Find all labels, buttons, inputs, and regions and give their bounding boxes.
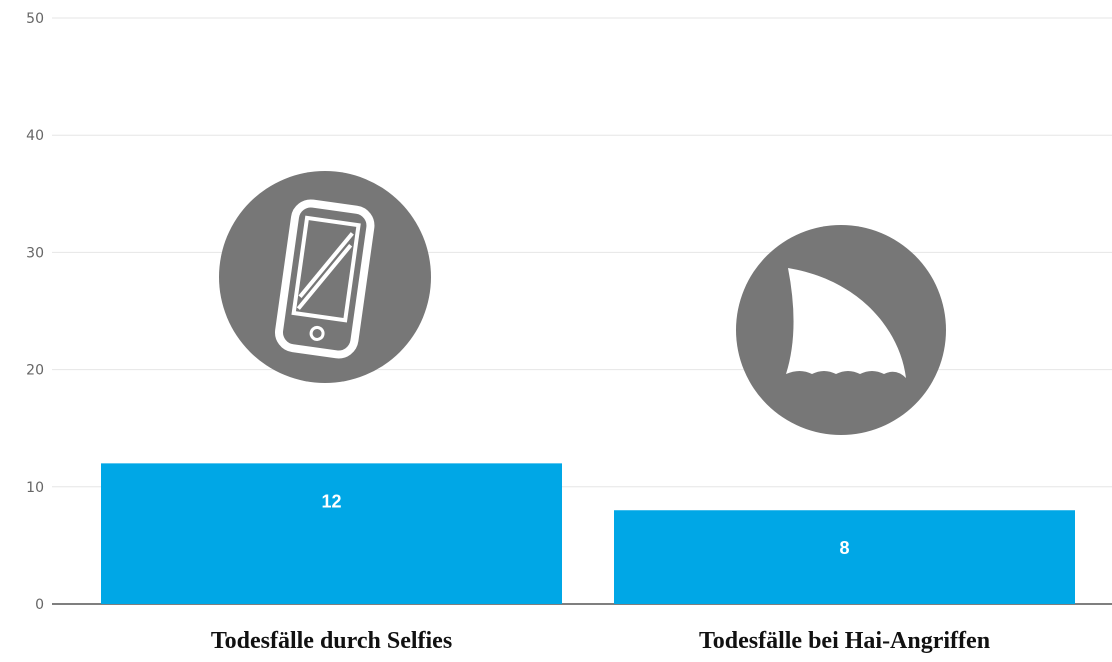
bar — [614, 510, 1075, 604]
y-tick-label: 20 — [26, 363, 44, 379]
x-category-label: Todesfälle bei Hai-Angriffen — [699, 628, 990, 654]
y-axis-ticks: 0 10 20 30 40 50 — [26, 11, 44, 613]
shark-fin-icon-shape — [786, 268, 906, 378]
shark-fin-icon — [736, 225, 946, 435]
bar-value-label: 12 — [321, 491, 341, 511]
bars: 12 8 — [101, 463, 1075, 604]
y-tick-label: 10 — [26, 480, 44, 496]
y-tick-label: 30 — [26, 245, 44, 261]
bar-value-label: 8 — [839, 538, 849, 558]
gridlines — [52, 17, 1112, 488]
x-category-label: Todesfälle durch Selfies — [211, 628, 452, 654]
y-tick-label: 0 — [35, 597, 44, 613]
y-tick-label: 40 — [26, 128, 44, 144]
smartphone-icon — [219, 171, 431, 383]
category-labels: Todesfälle durch Selfies Todesfälle bei H… — [211, 628, 990, 654]
smartphone-icon-shape — [275, 199, 375, 359]
y-tick-label: 50 — [26, 11, 44, 27]
bar — [101, 463, 562, 604]
